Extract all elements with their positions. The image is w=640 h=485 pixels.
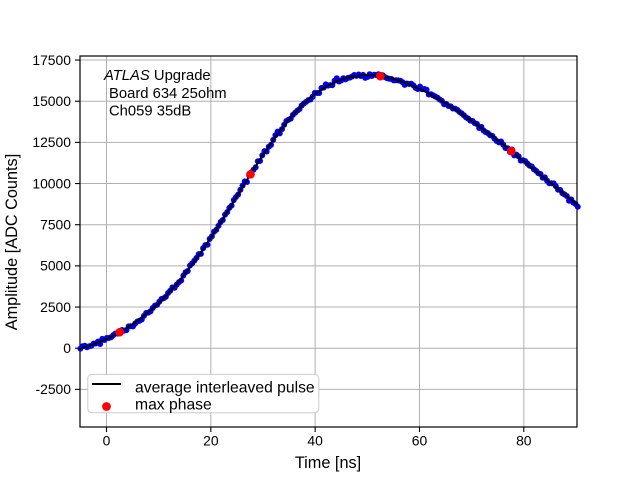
svg-text:5000: 5000 bbox=[40, 258, 71, 274]
svg-text:20: 20 bbox=[203, 433, 219, 449]
svg-text:10000: 10000 bbox=[32, 175, 71, 191]
svg-text:17500: 17500 bbox=[32, 52, 71, 68]
svg-text:0: 0 bbox=[63, 340, 71, 356]
svg-text:ATLAS Upgrade: ATLAS Upgrade bbox=[103, 68, 211, 84]
svg-text:7500: 7500 bbox=[40, 217, 71, 233]
svg-text:Board 634 25ohm: Board 634 25ohm bbox=[109, 86, 227, 102]
svg-text:0: 0 bbox=[103, 433, 111, 449]
svg-text:Amplitude [ADC Counts]: Amplitude [ADC Counts] bbox=[3, 154, 21, 330]
svg-text:15000: 15000 bbox=[32, 93, 71, 109]
svg-text:60: 60 bbox=[412, 433, 428, 449]
svg-text:-2500: -2500 bbox=[35, 381, 71, 397]
svg-text:12500: 12500 bbox=[32, 134, 71, 150]
svg-text:average interleaved pulse: average interleaved pulse bbox=[135, 380, 315, 397]
svg-text:40: 40 bbox=[307, 433, 323, 449]
svg-text:2500: 2500 bbox=[40, 299, 71, 315]
svg-text:80: 80 bbox=[516, 433, 532, 449]
svg-text:Time [ns]: Time [ns] bbox=[295, 454, 361, 472]
svg-text:Ch059 35dB: Ch059 35dB bbox=[109, 104, 191, 120]
svg-text:max phase: max phase bbox=[135, 397, 212, 414]
